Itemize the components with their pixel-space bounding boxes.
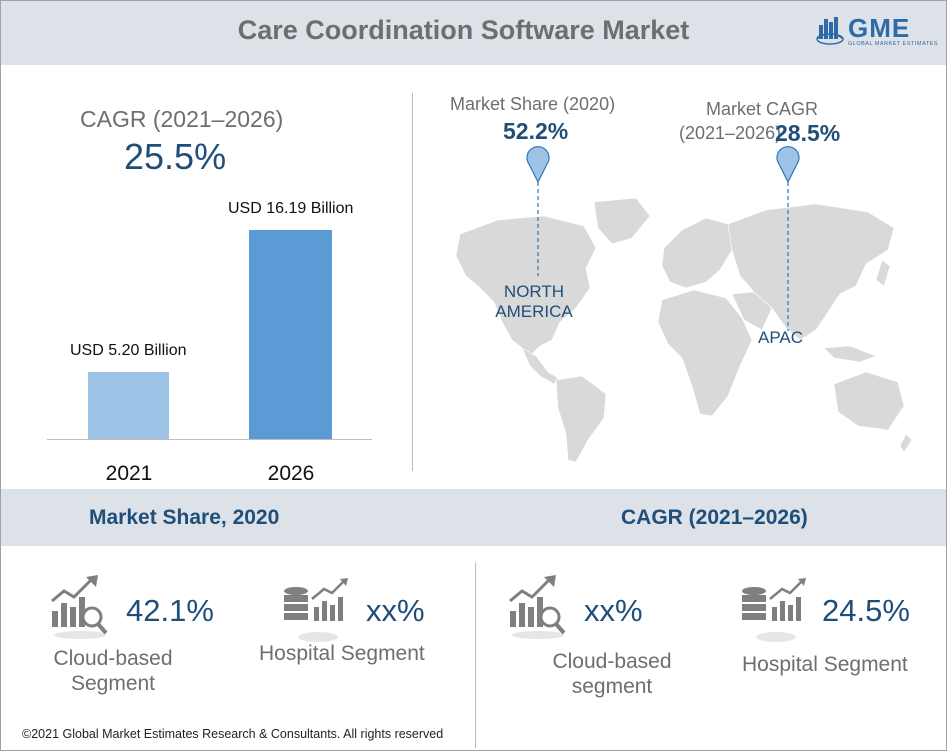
ms-cloud-value: 42.1%	[126, 593, 214, 628]
logo-text: GME	[848, 13, 911, 43]
chart-baseline	[47, 439, 372, 440]
cagr-value: 25.5%	[124, 136, 227, 177]
bar-2026	[249, 230, 332, 439]
south-america-shape	[555, 375, 607, 463]
greenland-shape	[593, 197, 651, 245]
north-america-shape	[455, 215, 597, 359]
australia-shape	[833, 371, 905, 431]
header-band: Care Coordination Software Market GME GL…	[1, 1, 946, 65]
cagr-section-title: CAGR (2021–2026)	[621, 506, 808, 529]
apac-pin	[776, 146, 800, 331]
analytics-magnifier-icon	[51, 575, 108, 639]
page-title: Care Coordination Software Market	[237, 15, 690, 45]
cagr-cloud-value: xx%	[584, 593, 643, 628]
market-cagr-title: Market CAGR	[706, 99, 819, 119]
market-cagr-period: (2021–2026)	[679, 123, 782, 143]
cagr-cloud-label-line2: segment	[571, 675, 653, 698]
analytics-magnifier-icon	[509, 575, 566, 639]
new-zealand-shape	[899, 433, 913, 453]
ms-cloud-label: Cloud-based Segment	[48, 646, 178, 696]
market-cagr-value: 28.5%	[775, 120, 841, 146]
ms-hospital-value: xx%	[366, 593, 425, 628]
central-america-shape	[521, 347, 559, 385]
ms-hospital-label: Hospital Segment	[259, 642, 425, 665]
bar-data-label-2026: USD 16.19 Billion	[228, 200, 354, 217]
market-share-section-title: Market Share, 2020	[89, 506, 280, 529]
region-north-america-line1: NORTH	[503, 282, 565, 301]
category-label-2026: 2026	[267, 462, 315, 485]
database-growth-icon	[284, 578, 348, 642]
world-map	[455, 197, 913, 463]
divider-bottom	[475, 562, 476, 748]
gme-logo: GME GLOBAL MARKET ESTIMATES	[816, 13, 937, 51]
middle-east-shape	[731, 291, 773, 331]
cagr-cloud-label-line1: Cloud-based	[552, 650, 672, 673]
cagr-label: CAGR (2021–2026)	[80, 106, 284, 132]
cagr-hospital-label: Hospital Segment	[742, 653, 908, 676]
ms-cloud-label-line2: Segment	[70, 672, 156, 695]
logo-subtitle: GLOBAL MARKET ESTIMATES	[848, 41, 938, 47]
cagr-cloud-label: Cloud-based segment	[544, 649, 680, 699]
divider-top	[412, 93, 413, 471]
cagr-hospital-value: 24.5%	[822, 593, 910, 628]
globe-building-icon	[816, 17, 844, 45]
bar-2021	[88, 372, 169, 439]
category-label-2021: 2021	[105, 462, 153, 485]
map-pin-icon	[776, 146, 800, 184]
region-north-america: NORTH AMERICA	[494, 282, 574, 322]
asia-shape	[727, 203, 895, 341]
copyright-footer: ©2021 Global Market Estimates Research &…	[22, 727, 444, 741]
ms-cloud-label-line1: Cloud-based	[53, 647, 173, 670]
japan-shape	[875, 259, 891, 287]
southeast-asia-shape	[823, 345, 877, 363]
section-band: Market Share, 2020 CAGR (2021–2026)	[1, 489, 946, 546]
region-north-america-line2: AMERICA	[495, 302, 573, 321]
market-share-title: Market Share (2020)	[450, 94, 616, 114]
north-america-pin	[526, 146, 550, 276]
bar-data-label-2021: USD 5.20 Billion	[70, 342, 187, 359]
africa-shape	[657, 289, 753, 417]
map-pin-icon	[526, 146, 550, 184]
region-apac: APAC	[758, 328, 804, 347]
europe-shape	[661, 217, 733, 289]
market-share-value: 52.2%	[503, 118, 569, 144]
database-growth-icon	[742, 578, 806, 642]
